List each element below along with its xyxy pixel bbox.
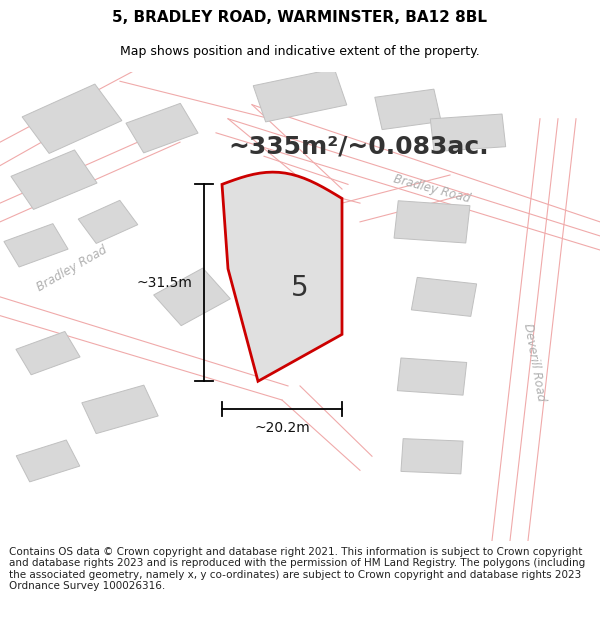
- Polygon shape: [253, 69, 347, 122]
- Polygon shape: [11, 150, 97, 209]
- Polygon shape: [4, 224, 68, 267]
- Polygon shape: [397, 358, 467, 395]
- Text: ~31.5m: ~31.5m: [136, 276, 192, 290]
- Polygon shape: [222, 172, 342, 381]
- Text: ~20.2m: ~20.2m: [254, 421, 310, 435]
- Polygon shape: [16, 440, 80, 482]
- Polygon shape: [375, 89, 441, 129]
- Text: Deverill Road: Deverill Road: [521, 322, 547, 402]
- Polygon shape: [412, 278, 476, 316]
- Polygon shape: [154, 268, 230, 326]
- Polygon shape: [82, 385, 158, 434]
- Text: 5: 5: [291, 274, 309, 301]
- Polygon shape: [22, 84, 122, 153]
- Polygon shape: [78, 201, 138, 243]
- Polygon shape: [394, 201, 470, 243]
- Text: Bradley Road: Bradley Road: [35, 243, 109, 294]
- Polygon shape: [430, 114, 506, 152]
- Text: Map shows position and indicative extent of the property.: Map shows position and indicative extent…: [120, 45, 480, 58]
- Polygon shape: [16, 331, 80, 375]
- Polygon shape: [126, 103, 198, 153]
- Text: Contains OS data © Crown copyright and database right 2021. This information is : Contains OS data © Crown copyright and d…: [9, 546, 585, 591]
- Text: 5, BRADLEY ROAD, WARMINSTER, BA12 8BL: 5, BRADLEY ROAD, WARMINSTER, BA12 8BL: [113, 11, 487, 26]
- Text: Bradley Road: Bradley Road: [392, 173, 472, 206]
- Text: ~335m²/~0.083ac.: ~335m²/~0.083ac.: [228, 135, 488, 159]
- Polygon shape: [401, 439, 463, 474]
